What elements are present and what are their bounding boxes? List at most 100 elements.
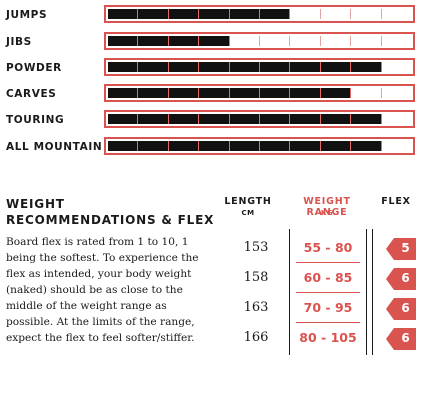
rating-segment-filled [108,36,139,46]
rating-segment-filled [138,9,169,19]
rating-segment-empty [320,9,352,19]
rating-segment-filled [260,114,291,124]
rating-segment-filled [168,9,200,19]
flex-description: Board flex is rated from 1 to 10, 1 bein… [6,236,199,344]
rating-label: JUMPS [6,9,48,21]
rating-bar [104,110,415,128]
rating-segment-filled [320,141,352,151]
rating-segment-filled [138,141,169,151]
rating-segment-filled [138,36,169,46]
rating-segment-filled [108,141,139,151]
rating-segment-filled [199,88,230,98]
rating-segment-filled [168,114,200,124]
rating-segment-filled [108,88,139,98]
rating-segment-empty [381,114,412,124]
row-divider [296,262,360,263]
rating-segment-filled [199,114,230,124]
rating-segment-filled [229,114,261,124]
rating-segment-filled [229,62,261,72]
rating-segment-filled [168,62,200,72]
rating-segment-filled [351,62,382,72]
rating-segment-empty [381,141,412,151]
rating-label: ALL MOUNTAIN [6,141,103,153]
rating-segment-filled [168,88,200,98]
rating-segment-empty [351,9,382,19]
rating-segment-filled [229,9,261,19]
rating-segment-filled [290,88,321,98]
row-length: 163 [243,300,269,315]
rating-label: CARVES [6,88,57,100]
rating-bar [104,84,415,102]
rating-segment-filled [290,62,321,72]
rating-label: POWDER [6,62,62,74]
length-column-header: LENGTH [224,196,272,207]
rating-segment-filled [168,141,200,151]
rating-segment-filled [108,62,139,72]
length-unit: CM [241,209,255,217]
rating-segment-filled [108,114,139,124]
rating-segment-filled [290,141,321,151]
rating-segment-empty [381,36,412,46]
rating-segment-filled [138,114,169,124]
rating-bar [104,137,415,155]
flex-value: 6 [401,331,410,345]
rating-segment-filled [260,9,291,19]
rating-row: TOURING [0,110,447,132]
rating-segment-filled [229,88,261,98]
row-weight-range: 80 - 105 [299,330,357,345]
rating-row: JUMPS [0,5,447,27]
weight-range-box [289,229,367,355]
rating-row: POWDER [0,58,447,80]
rating-segment-empty [351,88,382,98]
rating-segment-filled [138,88,169,98]
rating-segment-empty [351,36,382,46]
row-length: 158 [243,270,269,285]
row-weight-range: 70 - 95 [303,300,353,315]
rating-segment-empty [290,36,321,46]
flex-badge: 6 [386,298,416,320]
rating-segment-filled [320,114,352,124]
weight-section-title: WEIGHT RECOMMENDATIONS & FLEX [6,197,215,227]
rating-label: TOURING [6,114,65,126]
rating-segment-empty [290,9,321,19]
rating-row: CARVES [0,84,447,106]
flex-badge: 6 [386,328,416,350]
row-length: 166 [243,330,269,345]
rating-segment-filled [108,9,139,19]
row-divider [296,292,360,293]
rating-segment-filled [351,141,382,151]
weight-unit: KG [320,209,334,217]
row-weight-range: 55 - 80 [303,240,353,255]
flex-column-divider [372,229,373,355]
row-weight-range: 60 - 85 [303,270,353,285]
rating-bar [104,32,415,50]
rating-segment-filled [260,88,291,98]
flex-value: 6 [401,271,410,285]
rating-segment-filled [138,62,169,72]
rating-segment-filled [320,88,352,98]
rating-row: ALL MOUNTAIN [0,137,447,159]
row-divider [296,322,360,323]
rating-segment-filled [290,114,321,124]
rating-segment-empty [260,36,291,46]
rating-segment-filled [199,141,230,151]
rating-bar [104,5,415,23]
rating-segment-filled [260,141,291,151]
flex-badge: 6 [386,268,416,290]
rating-segment-filled [199,36,230,46]
row-length: 153 [243,240,269,255]
rating-bar [104,58,415,76]
rating-segment-filled [199,62,230,72]
weight-column-header: WEIGHT RANGE [303,196,351,218]
rating-segment-empty [381,9,412,19]
rating-segment-filled [260,62,291,72]
rating-segment-empty [381,88,412,98]
rating-segment-filled [320,62,352,72]
rating-label: JIBS [6,36,32,48]
flex-badge: 5 [386,238,416,260]
rating-row: JIBS [0,32,447,54]
rating-segment-filled [351,114,382,124]
rating-segment-filled [199,9,230,19]
rating-segment-filled [229,141,261,151]
rating-segment-empty [320,36,352,46]
